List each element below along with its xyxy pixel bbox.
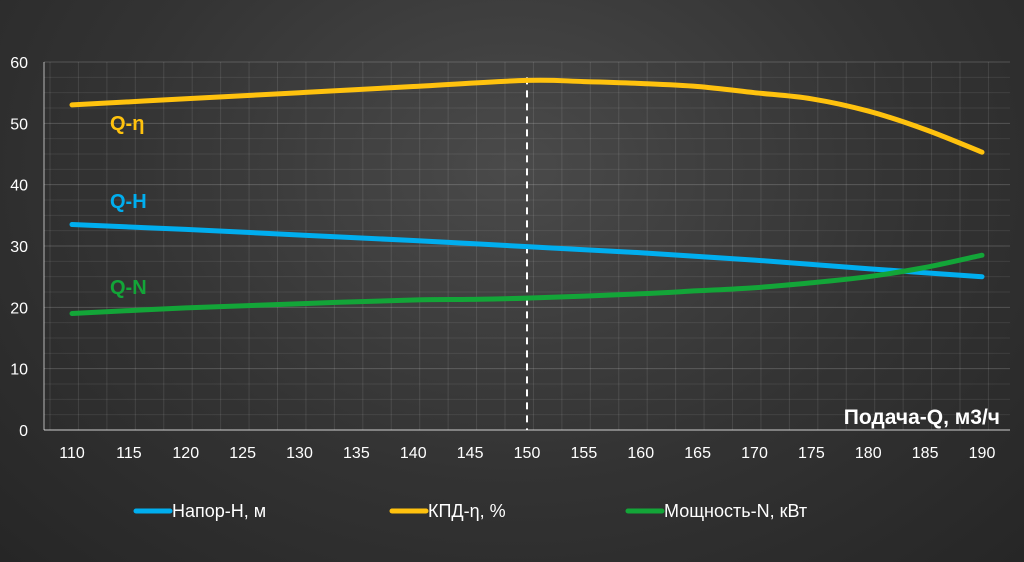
x-tick-label: 110 bbox=[59, 445, 85, 462]
curve-labels: Q-H Q-η Q-N bbox=[110, 113, 147, 299]
legend-item-power: Мощность-N, кВт bbox=[625, 501, 807, 521]
x-tick-label: 190 bbox=[969, 445, 996, 462]
series-lines bbox=[69, 77, 985, 316]
x-tick-label: 160 bbox=[627, 445, 654, 462]
x-axis-ticks: 110 115 120 125 130 135 140 145 150 155 160 165 170 1… bbox=[59, 445, 995, 462]
curve-label-q-h: Q-H bbox=[110, 191, 147, 213]
x-tick-label: 175 bbox=[798, 445, 825, 462]
x-axis-label: Подача-Q, м3/ч bbox=[844, 406, 1000, 429]
y-tick-label: 40 bbox=[10, 178, 28, 195]
legend: Напор-H, м КПД-η, % Мощность-N, кВт bbox=[133, 501, 807, 521]
x-tick-label: 115 bbox=[116, 445, 142, 462]
curve-label-q-n: Q-N bbox=[110, 277, 147, 299]
curve-label-q-eta: Q-η bbox=[110, 113, 144, 135]
legend-label: Мощность-N, кВт bbox=[664, 501, 807, 521]
series-line-power bbox=[69, 252, 985, 316]
legend-label: Напор-H, м bbox=[172, 501, 266, 521]
x-tick-label: 125 bbox=[229, 445, 256, 462]
x-tick-label: 165 bbox=[684, 445, 711, 462]
x-tick-label: 155 bbox=[571, 445, 598, 462]
y-tick-label: 60 bbox=[10, 55, 28, 72]
y-tick-label: 50 bbox=[10, 116, 28, 133]
series-line-head bbox=[69, 222, 985, 280]
x-tick-label: 135 bbox=[343, 445, 370, 462]
y-tick-label: 10 bbox=[10, 362, 28, 379]
x-tick-label: 180 bbox=[855, 445, 882, 462]
x-tick-label: 140 bbox=[400, 445, 427, 462]
y-tick-label: 0 bbox=[19, 423, 28, 440]
y-tick-label: 30 bbox=[10, 239, 28, 256]
y-axis-ticks: 0 10 20 30 40 50 60 bbox=[10, 55, 28, 440]
x-tick-label: 120 bbox=[172, 445, 199, 462]
series-line-efficiency bbox=[69, 77, 985, 155]
x-tick-label: 145 bbox=[457, 445, 484, 462]
legend-item-efficiency: КПД-η, % bbox=[389, 501, 506, 521]
x-tick-label: 170 bbox=[741, 445, 768, 462]
y-tick-label: 20 bbox=[10, 300, 28, 317]
x-tick-label: 185 bbox=[912, 445, 939, 462]
x-tick-label: 130 bbox=[286, 445, 313, 462]
legend-item-head: Напор-H, м bbox=[133, 501, 266, 521]
legend-label: КПД-η, % bbox=[428, 501, 506, 521]
x-tick-label: 150 bbox=[514, 445, 541, 462]
